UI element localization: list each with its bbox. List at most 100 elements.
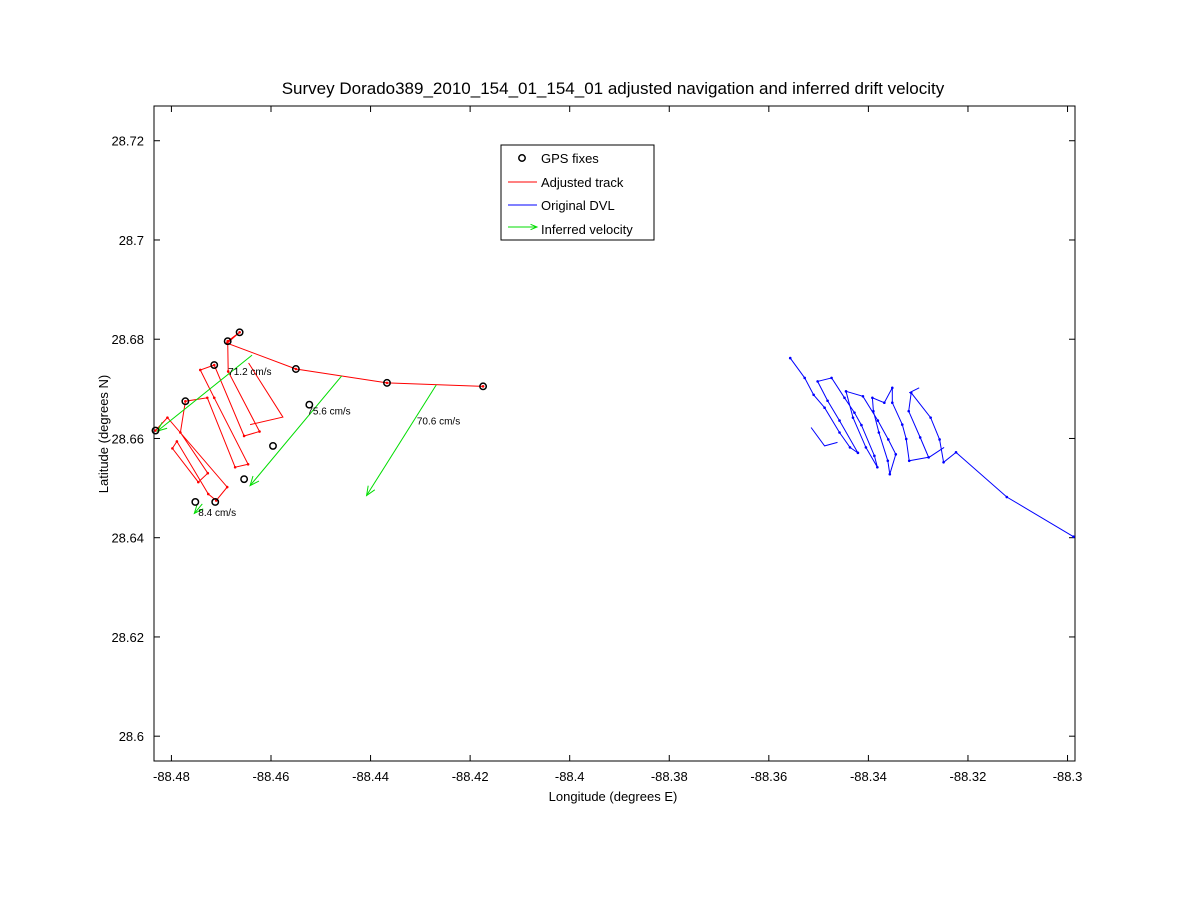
gps-fix-marker [151, 426, 160, 435]
original-dvl-point [927, 456, 930, 459]
y-tick-label: 28.6 [119, 729, 144, 744]
y-tick-label: 28.62 [111, 630, 144, 645]
adjusted-track-point [206, 471, 210, 475]
original-dvl-point [890, 386, 894, 390]
velocity-arrow-shaft [366, 384, 437, 496]
original-dvl-point [888, 472, 892, 476]
original-dvl-point [843, 396, 846, 400]
velocity-arrow-shaft [193, 503, 203, 514]
gps-fix-marker [305, 400, 314, 409]
velocity-arrow-head [156, 421, 168, 432]
velocity-arrow-head [193, 503, 204, 515]
original-dvl-point [909, 391, 913, 395]
original-dvl-point [904, 437, 908, 441]
adjusted-track-point [238, 330, 241, 334]
y-tick-label: 28.72 [111, 134, 144, 149]
original-dvl-point [848, 446, 852, 449]
adjusted-track-point [206, 492, 210, 496]
original-dvl-point [861, 394, 865, 398]
adjusted-track-point [175, 440, 179, 443]
original-dvl-point [883, 401, 886, 405]
original-dvl-point [938, 438, 941, 441]
original-dvl-point [942, 460, 945, 464]
gps-fix-marker [240, 475, 249, 484]
original-dvl-point [907, 409, 911, 413]
x-tick-label: -88.46 [253, 769, 290, 784]
original-dvl-point [856, 451, 860, 455]
velocity-label: 70.6 cm/s [417, 417, 460, 428]
adjusted-track-point [198, 368, 202, 372]
original-dvl-point [894, 453, 898, 456]
original-dvl-point [812, 393, 815, 397]
legend-label: Adjusted track [541, 175, 624, 190]
original-dvl-point [918, 436, 922, 439]
original-dvl-point [860, 423, 863, 427]
original-dvl-point [876, 419, 880, 422]
velocity-label: 75.6 cm/s [307, 407, 350, 418]
y-tick-label: 28.64 [111, 531, 144, 546]
legend-velocity-arrow [508, 223, 539, 231]
adjusted-track-point [258, 430, 261, 433]
original-dvl-point [844, 390, 848, 393]
adjusted-track-point [179, 431, 182, 434]
gps-fix-marker [291, 365, 300, 373]
original-dvl-segment [810, 427, 838, 447]
adjusted-track-point [481, 385, 485, 388]
adjusted-track-point [226, 370, 230, 373]
velocity-arrow [365, 384, 437, 497]
adjusted-track-point [212, 363, 216, 367]
legend-label: Inferred velocity [541, 222, 633, 237]
original-dvl-point [907, 459, 911, 463]
legend-box [500, 144, 655, 241]
original-dvl-point [876, 465, 879, 469]
legend: GPS fixes Adjusted track Original DVL Infer… [500, 144, 655, 241]
gps-fix-marker [383, 378, 391, 387]
original-dvl-point [890, 401, 894, 405]
original-dvl-point [954, 451, 958, 454]
original-dvl-point [873, 454, 876, 458]
x-tick-label: -88.48 [153, 769, 190, 784]
velocity-arrow-head [365, 485, 376, 497]
adjusted-track-point [385, 381, 389, 385]
y-tick-label: 28.7 [119, 233, 144, 248]
gps-fix-marker [479, 382, 488, 391]
adjusted-track-point [225, 485, 229, 489]
gps-fix-marker [211, 498, 220, 506]
gps-fix-marker [181, 397, 190, 406]
original-dvl-point [838, 431, 841, 434]
original-dvl-point [871, 396, 874, 400]
velocity-arrow [249, 375, 343, 487]
adjusted-track-point [226, 339, 229, 343]
gps-fix-marker [191, 498, 200, 506]
original-dvl-point [872, 409, 875, 413]
original-dvl-point [877, 431, 881, 434]
x-tick-label: -88.38 [651, 769, 688, 784]
x-tick-label: -88.3 [1053, 769, 1083, 784]
original-dvl-point [1072, 535, 1075, 539]
gps-fix-marker [235, 328, 244, 337]
adjusted-track-point [233, 465, 237, 469]
original-dvl-point [826, 399, 829, 403]
chart-title: Survey Dorado389_2010_154_01_154_01 adju… [282, 79, 945, 98]
adjusted-track-segment [248, 362, 284, 426]
velocity-arrow [193, 503, 204, 515]
adjusted-track-point [242, 434, 246, 438]
gps-fix-marker [223, 337, 232, 346]
x-tick-label: -88.36 [750, 769, 787, 784]
x-tick-label: -88.4 [555, 769, 585, 784]
original-dvl-point [788, 356, 792, 360]
original-dvl-point [929, 416, 932, 419]
velocity-arrow-shaft [249, 375, 343, 486]
x-tick-label: -88.34 [850, 769, 887, 784]
original-dvl-point [803, 376, 806, 380]
legend-label: GPS fixes [541, 151, 599, 166]
velocity-arrow-head [249, 475, 260, 487]
data-layer: 71.2 cm/s 75.6 cm/s 70.6 cm/s 8.4 cm/s [151, 328, 1075, 539]
adjusted-track-point [197, 480, 200, 484]
velocity-arrow-shaft [157, 354, 253, 432]
adjusted-track-point [154, 429, 157, 432]
adjusted-track-point [184, 399, 187, 403]
original-dvl-point [886, 459, 890, 463]
adjusted-track-line [155, 331, 484, 502]
adjusted-track-point [166, 416, 169, 419]
